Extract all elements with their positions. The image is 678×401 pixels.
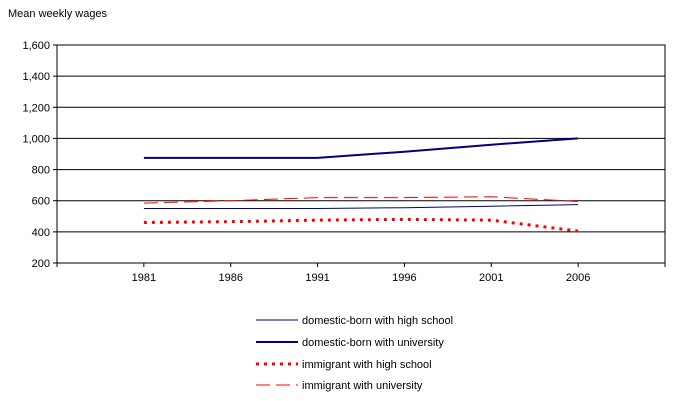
x-tick-label: 2001: [479, 272, 503, 284]
series-line-1: [143, 204, 579, 209]
plot-area: [56, 44, 666, 264]
x-tick-label: 2006: [566, 272, 590, 284]
x-tick-label: 1981: [132, 272, 156, 284]
y-axis: 200 400 600 800 1,000 1,200 1,400 1,600: [22, 40, 57, 270]
y-tick-label: 400: [32, 227, 50, 239]
x-tick-label: 1996: [392, 272, 416, 284]
legend-label-4: immigrant with university: [302, 380, 423, 392]
series-line-4: [143, 196, 579, 204]
y-axis-title: Mean weekly wages: [8, 8, 108, 20]
y-tick-label: 1,000: [22, 133, 50, 145]
y-tick-label: 1,200: [22, 102, 50, 114]
y-tick-label: 1,600: [22, 40, 50, 52]
gridlines: [57, 75, 665, 233]
series-lines: [143, 137, 579, 233]
y-tick-label: 600: [32, 196, 50, 208]
y-tick-label: 200: [32, 258, 50, 270]
series-line-2: [143, 137, 579, 159]
y-tick-label: 1,400: [22, 71, 50, 83]
series-line-3: [143, 217, 579, 233]
x-tick-label: 1986: [218, 272, 242, 284]
x-tick-label: 1991: [305, 272, 329, 284]
y-tick-label: 800: [32, 165, 50, 177]
x-axis: 1981 1986 1991 1996 2001 2006: [56, 263, 666, 284]
legend-label-2: domestic-born with university: [302, 337, 444, 349]
legend-label-3: immigrant with high school: [302, 359, 432, 371]
legend-label-1: domestic-born with high school: [302, 315, 453, 327]
legend: domestic-born with high school domestic-b…: [256, 315, 453, 392]
